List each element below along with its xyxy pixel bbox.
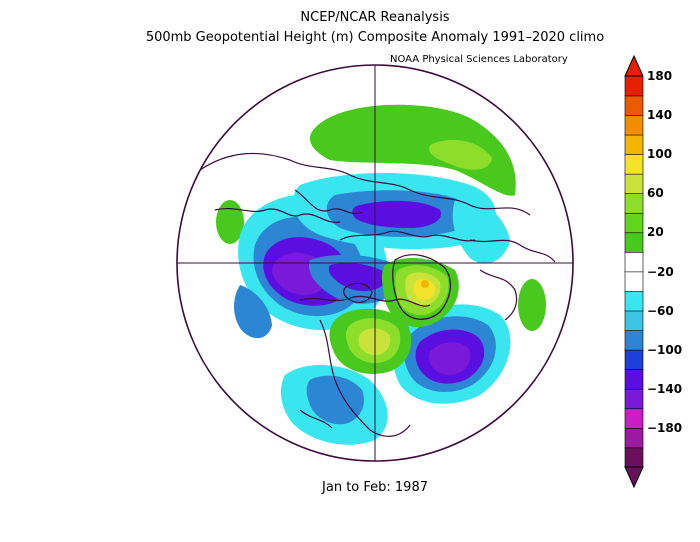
positive-anomaly-east <box>518 279 546 331</box>
colorbar-tick-label: −20 <box>647 264 674 279</box>
colorbar-tick-label: 140 <box>647 108 673 123</box>
colorbar-swatch <box>624 193 644 214</box>
colorbar-swatch <box>624 114 644 136</box>
time-period-label: Jan to Feb: 1987 <box>322 480 428 495</box>
colorbar-swatch <box>624 349 644 370</box>
colorbar-tick-label: −140 <box>647 381 683 396</box>
coastline-scandinavia <box>479 269 518 321</box>
colorbar <box>624 54 644 489</box>
colorbar-tick-label: 100 <box>647 147 673 162</box>
coastline-eurasia-north <box>199 152 531 216</box>
colorbar-min-arrow <box>624 466 644 489</box>
colorbar-swatch <box>624 329 644 351</box>
positive-anomaly-pacific-core <box>429 139 492 170</box>
coastline-asia-west <box>214 207 341 223</box>
colorbar-swatch <box>624 427 644 449</box>
positive-anomaly-greenland-peak <box>421 280 429 288</box>
colorbar-swatch <box>624 173 644 195</box>
colorbar-swatch <box>624 271 644 292</box>
colorbar-swatch <box>624 310 644 331</box>
negative-anomaly-east-band <box>452 199 510 264</box>
map-subtitle: 500mb Geopotential Height (m) Composite … <box>145 30 605 45</box>
anomaly-field <box>216 104 546 445</box>
coastline-east-siberia <box>294 189 363 215</box>
colorbar-swatch <box>624 75 644 97</box>
colorbar-tick-label: 180 <box>647 69 673 83</box>
colorbar-max-arrow <box>624 54 644 77</box>
negative-anomaly-west-lobe <box>234 285 272 339</box>
colorbar-swatch <box>624 134 644 155</box>
coastline-canada <box>299 295 431 307</box>
colorbar-swatch <box>624 388 644 410</box>
map-title: NCEP/NCAR Reanalysis <box>300 10 450 25</box>
colorbar-swatch <box>624 212 644 234</box>
colorbar-swatch <box>624 153 644 175</box>
colorbar-tick-label: −180 <box>647 420 683 435</box>
colorbar-swatch <box>624 95 644 116</box>
positive-anomaly-west <box>216 200 244 244</box>
coastline-europe <box>469 239 556 263</box>
data-credit: NOAA Physical Sciences Laboratory <box>390 54 568 65</box>
coastline-hudson-bay <box>343 282 373 303</box>
colorbar-swatch <box>624 251 644 273</box>
colorbar-swatch <box>624 232 644 253</box>
coastlines <box>199 152 556 437</box>
colorbar-swatch <box>624 447 644 468</box>
colorbar-swatch <box>624 368 644 390</box>
negative-anomaly-polar-inner <box>352 200 441 228</box>
colorbar-tick-label: 20 <box>647 225 664 240</box>
coastline-arctic-islands <box>339 230 476 242</box>
colorbar-tick-label: −60 <box>647 303 674 318</box>
colorbar-tick-label: 60 <box>647 186 664 201</box>
negative-anomaly-atlantic-core <box>428 342 471 375</box>
positive-anomaly-greenland-core <box>414 278 435 300</box>
colorbar-swatch <box>624 408 644 429</box>
positive-anomaly-pacific <box>310 104 516 196</box>
map-border <box>176 64 574 462</box>
colorbar-tick-label: −100 <box>647 342 683 357</box>
coastline-north-america <box>319 319 411 437</box>
colorbar-swatch <box>624 290 644 312</box>
coastline-greenland <box>392 254 452 320</box>
negative-anomaly-south-inner <box>306 375 365 425</box>
coastline-mexico <box>299 409 333 429</box>
